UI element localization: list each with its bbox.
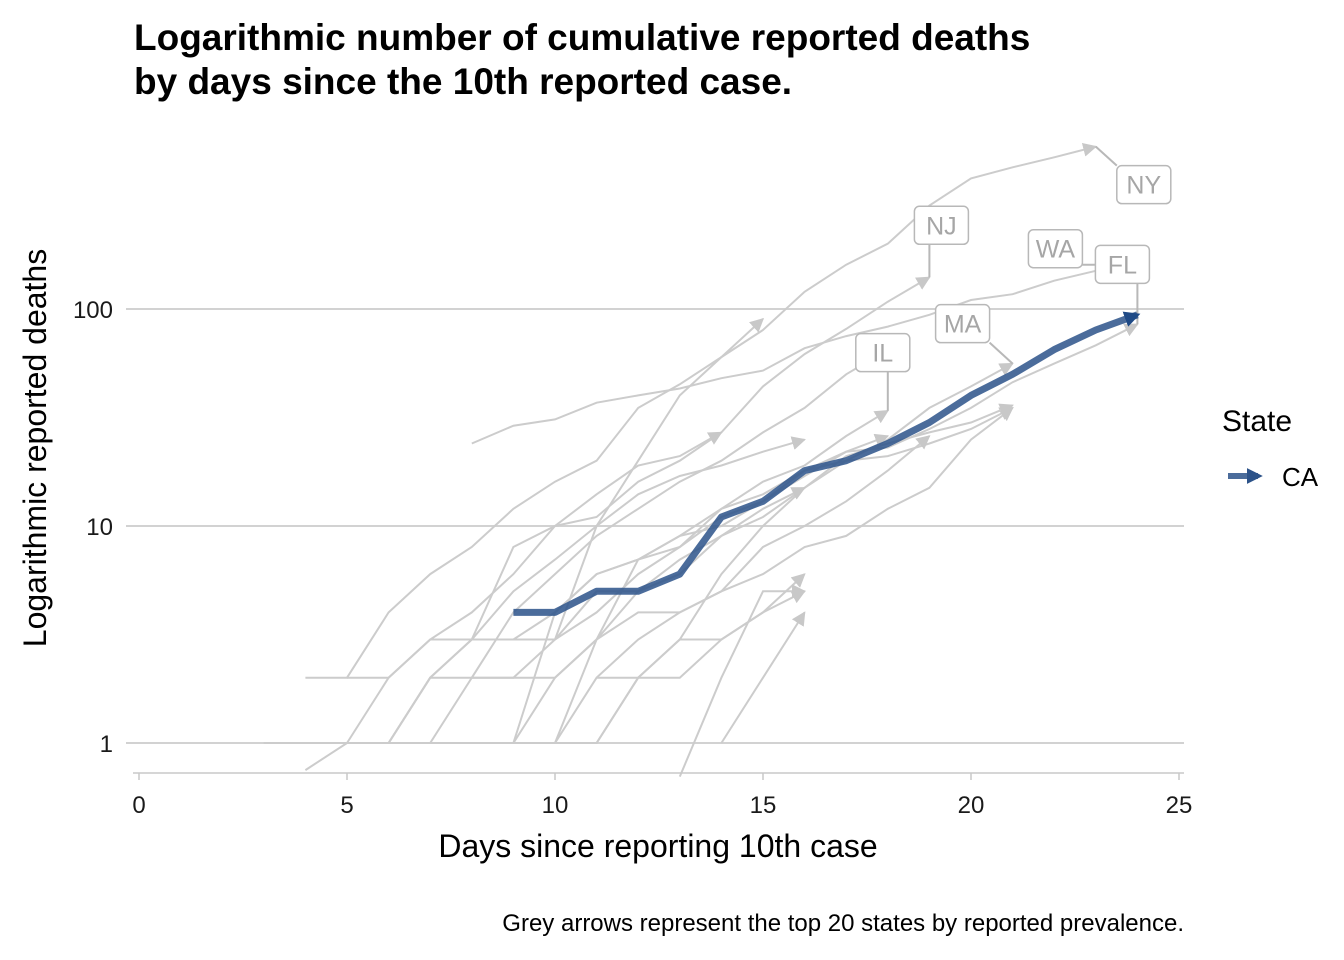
state-label-box-wa	[1027, 228, 1084, 269]
chart-svg: NY WA NJ IL MA FL 0 5 10 15 20 25 1 10 100 Days since…	[17, 142, 1319, 864]
state-label-il: IL	[872, 340, 893, 368]
legend-title: State	[1222, 405, 1292, 438]
state-labels: NY WA NJ IL MA FL	[855, 164, 1172, 373]
background-series-line-10	[429, 433, 890, 744]
x-tick-label-5: 25	[1166, 792, 1193, 819]
y-tick-label-1: 10	[86, 514, 113, 541]
background-series-line-17	[678, 584, 806, 777]
x-tick-label-1: 5	[340, 792, 353, 819]
state-label-ny: NY	[1126, 172, 1161, 200]
state-label-box-fl	[1094, 244, 1151, 285]
series-line-fl	[471, 323, 1139, 679]
background-series-line-13	[555, 403, 1014, 744]
background-series-line-12	[513, 435, 931, 744]
series-line-ma	[388, 362, 1014, 744]
y-tick-label-2: 100	[73, 297, 113, 324]
x-tick-label-0: 0	[132, 792, 145, 819]
background-series-line-15	[513, 486, 806, 641]
state-label-leader-ny	[1095, 145, 1118, 167]
background-series-line-11	[471, 407, 1014, 744]
chart-caption: Grey arrows represent the top 20 states …	[502, 910, 1184, 937]
state-label-leader-ma	[988, 341, 1014, 365]
state-label-ma: MA	[944, 311, 982, 339]
x-tick-label-3: 15	[750, 792, 777, 819]
background-series-line-7	[305, 317, 765, 679]
x-tick-label-2: 10	[542, 792, 569, 819]
background-series-line-16	[595, 590, 806, 744]
state-label-wa: WA	[1036, 236, 1076, 264]
x-axis-title: Days since reporting 10th case	[438, 828, 877, 864]
y-tick-label-0: 1	[100, 731, 113, 758]
series-line-ca	[513, 311, 1141, 616]
state-label-nj: NJ	[926, 212, 957, 240]
background-series-line-14	[596, 573, 806, 679]
chart-title-line-1: Logarithmic number of cumulative reporte…	[134, 17, 1031, 58]
state-label-box-ny	[1116, 164, 1172, 205]
state-label-box-nj	[913, 205, 970, 246]
series-line-wa	[471, 259, 1139, 445]
state-label-fl: FL	[1108, 251, 1137, 279]
state-label-box-il	[855, 332, 911, 373]
state-label-box-ma	[934, 303, 991, 344]
chart-title-line-2: by days since the 10th reported case.	[134, 61, 793, 102]
background-series-line-18	[720, 611, 806, 744]
series-line-ny	[554, 142, 1098, 640]
background-series-line-19	[304, 436, 806, 771]
legend: State CA	[1222, 405, 1319, 492]
background-series-group	[263, 142, 1139, 777]
background-series-line-8	[347, 431, 723, 679]
y-axis-title: Logarithmic reported deaths	[17, 249, 53, 647]
legend-label-ca: CA	[1282, 462, 1319, 492]
x-tick-label-4: 20	[958, 792, 985, 819]
axes: 0 5 10 15 20 25 1 10 100	[73, 297, 1192, 819]
chart-title: Logarithmic number of cumulative reporte…	[134, 16, 1284, 104]
highlight-series-group	[513, 311, 1141, 616]
series-line-nj	[346, 276, 931, 744]
